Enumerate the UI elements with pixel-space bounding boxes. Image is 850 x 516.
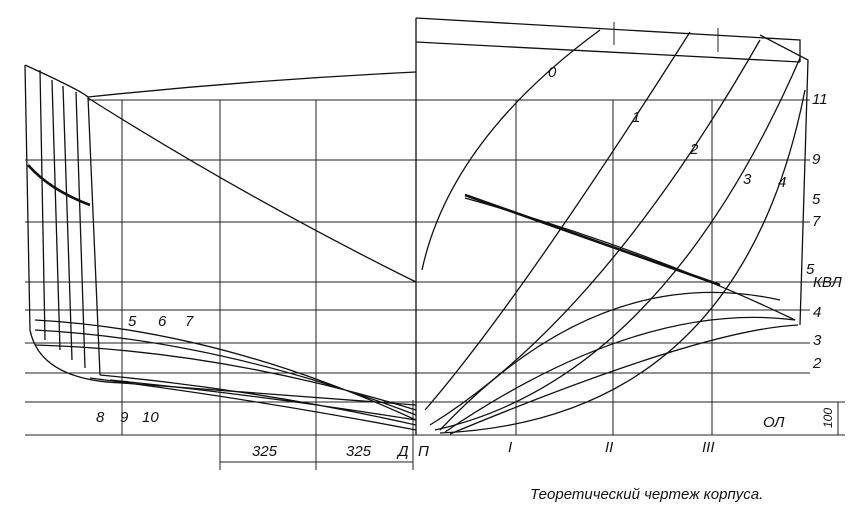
right-frames: 3 xyxy=(743,171,752,188)
waterlines: КВЛ xyxy=(813,274,843,291)
waterlines: ОЛ xyxy=(763,414,785,431)
waterlines: 5 xyxy=(812,191,821,208)
left-frames-lower: 9 xyxy=(120,409,129,426)
left-frames-lower: 10 xyxy=(142,409,159,426)
right-frames: 1 xyxy=(632,109,640,126)
right-frames: 0 xyxy=(548,64,557,81)
left-frames-lower: 8 xyxy=(96,409,105,426)
waterlines: 9 xyxy=(812,151,821,168)
waterlines: 11 xyxy=(812,91,828,108)
waterlines: 3 xyxy=(813,332,822,349)
left-frames-upper: 7 xyxy=(185,313,194,330)
bottom-labels: I xyxy=(508,439,512,456)
bottom-labels: III xyxy=(702,439,715,456)
left-frames-upper: 5 xyxy=(128,313,137,330)
dimensions: 325 xyxy=(346,443,372,460)
caption: Теоретический чертеж корпуса. xyxy=(530,486,763,503)
bottom-labels: Д xyxy=(396,443,409,460)
right-frames: 4 xyxy=(778,174,786,191)
waterlines: 5 xyxy=(806,261,815,278)
waterlines: 2 xyxy=(812,355,822,372)
waterlines: 7 xyxy=(812,213,821,230)
waterlines: 4 xyxy=(813,304,821,321)
hull-lines xyxy=(24,17,809,435)
dimension-100: 100 xyxy=(821,408,835,428)
bottom-labels: П xyxy=(418,443,429,460)
left-frames-upper: 6 xyxy=(158,313,167,330)
bottom-labels: II xyxy=(605,439,613,456)
right-frames: 2 xyxy=(689,141,699,158)
dimensions: 325 xyxy=(252,443,278,460)
grid xyxy=(25,18,845,470)
